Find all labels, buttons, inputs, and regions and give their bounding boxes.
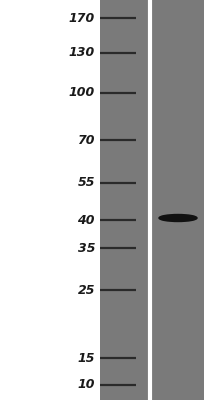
Ellipse shape [159,214,197,222]
Text: 10: 10 [78,378,95,392]
Text: 55: 55 [78,176,95,190]
Text: 25: 25 [78,284,95,296]
Text: 40: 40 [78,214,95,226]
Text: 15: 15 [78,352,95,364]
Text: 70: 70 [78,134,95,146]
Text: 170: 170 [69,12,95,24]
Text: 130: 130 [69,46,95,60]
Text: 100: 100 [69,86,95,100]
Bar [100,0,148,400]
Text: 35: 35 [78,242,95,254]
Bar [152,0,204,400]
